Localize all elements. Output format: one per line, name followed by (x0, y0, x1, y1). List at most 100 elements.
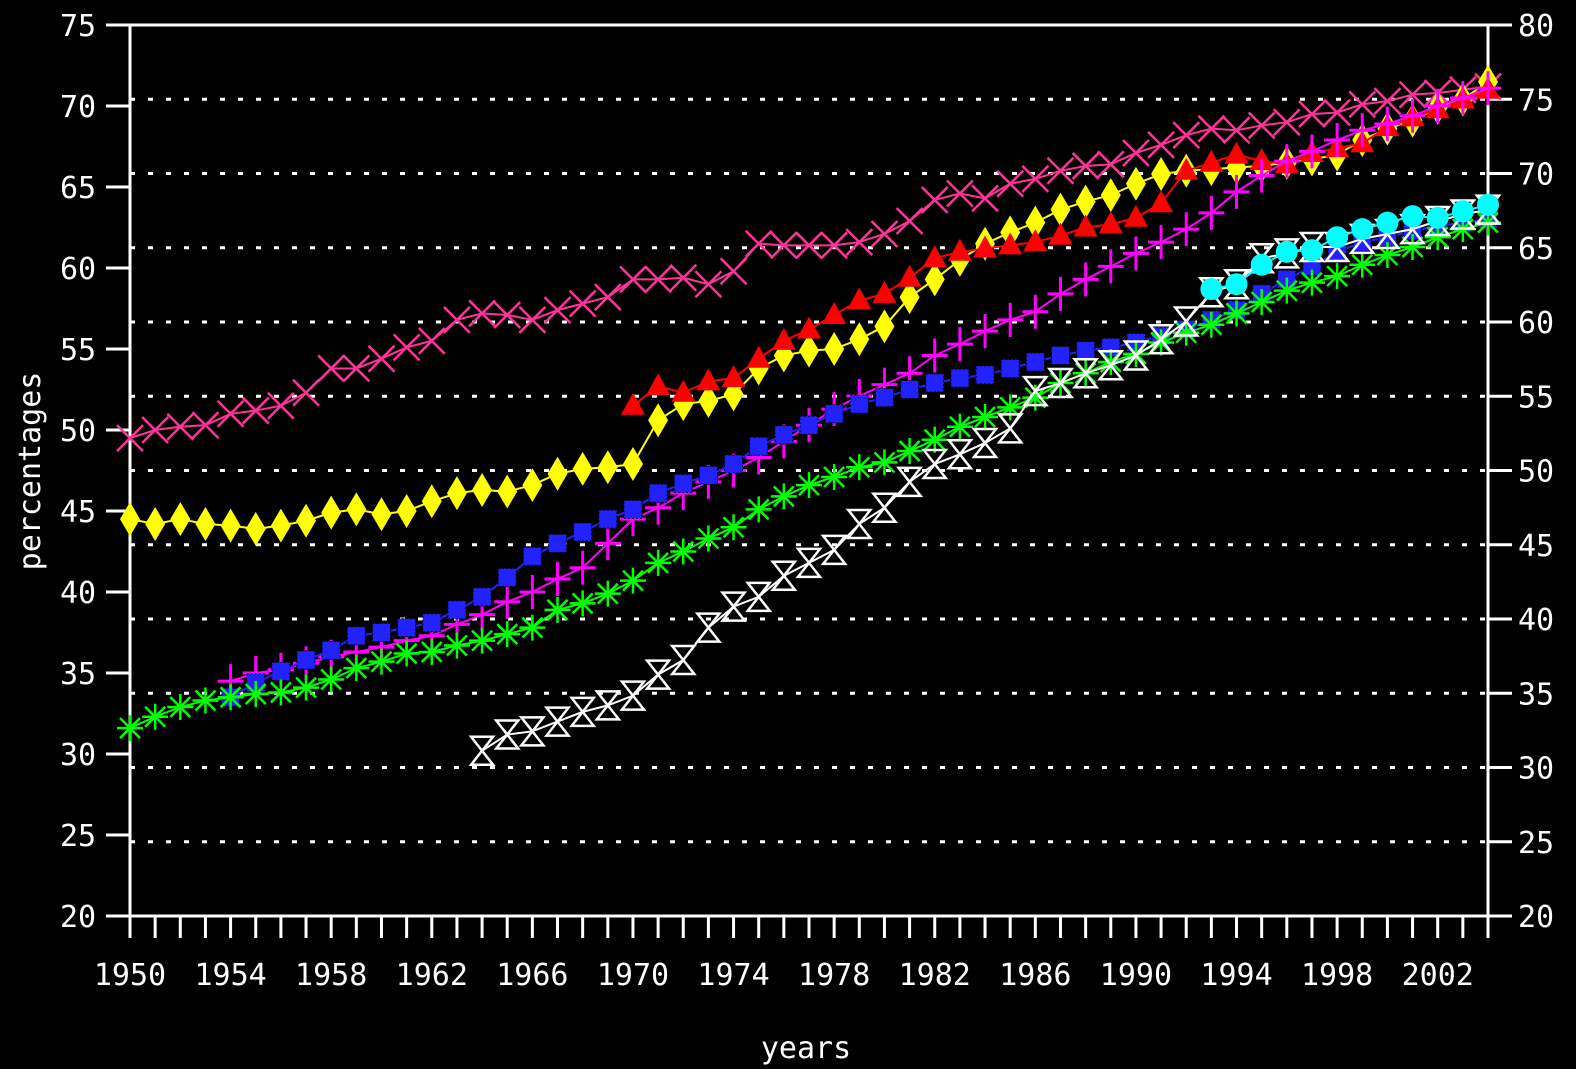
data-point (796, 472, 822, 499)
data-point (920, 186, 949, 214)
data-point (896, 466, 924, 498)
data-point (900, 380, 920, 399)
data-point (1025, 352, 1045, 372)
data-point (1199, 149, 1224, 172)
data-point (1222, 116, 1251, 145)
data-point (644, 659, 672, 690)
data-point (1046, 156, 1075, 185)
data-point (522, 468, 543, 503)
data-point (996, 413, 1024, 444)
data-point (1248, 289, 1275, 316)
y2-tick-label: 75 (1518, 83, 1554, 118)
data-point (899, 280, 920, 315)
data-point (619, 680, 647, 711)
data-point (1072, 358, 1100, 389)
data-point (1097, 349, 1125, 381)
data-point (393, 640, 420, 667)
data-point (1224, 141, 1249, 164)
y-tick-label: 40 (60, 576, 96, 611)
y2-tick-label: 65 (1518, 232, 1554, 267)
data-point (1300, 239, 1323, 262)
data-point (845, 508, 873, 540)
data-point (367, 344, 396, 373)
data-point (724, 454, 744, 474)
data-point (220, 508, 241, 543)
data-point (719, 257, 748, 286)
data-point (1248, 158, 1275, 193)
data-point (472, 472, 493, 507)
data-point (1399, 98, 1426, 133)
data-point (497, 474, 518, 509)
data-point (646, 373, 671, 396)
y-axis-title: percentages (13, 372, 48, 571)
data-point (795, 547, 823, 579)
x-tick-label: 1962 (396, 958, 468, 993)
data-point (769, 231, 798, 260)
data-point (396, 494, 417, 528)
data-point (1374, 242, 1401, 269)
data-point (925, 373, 945, 393)
data-point (241, 396, 270, 425)
data-point (1096, 150, 1125, 179)
data-point (392, 333, 421, 362)
data-point (421, 484, 442, 519)
data-point (997, 394, 1024, 421)
data-point (973, 235, 998, 258)
data-point (1247, 111, 1276, 140)
x-tick-label: 1978 (798, 958, 870, 993)
data-point (1076, 341, 1096, 361)
data-point (774, 425, 794, 445)
data-point (1072, 262, 1099, 297)
data-point (719, 591, 748, 622)
data-point (895, 207, 924, 235)
data-point (1148, 329, 1175, 356)
data-point (195, 506, 216, 541)
data-point (242, 681, 269, 708)
data-point (120, 502, 140, 537)
data-point (116, 424, 144, 452)
data-point (870, 220, 899, 248)
data-point (1275, 240, 1298, 263)
y2-tick-label: 35 (1518, 677, 1554, 712)
data-point (669, 263, 698, 292)
data-point (849, 322, 870, 357)
data-point (1173, 319, 1200, 346)
data-point (1477, 193, 1499, 216)
data-point (346, 626, 366, 646)
data-point (745, 581, 773, 613)
y2-tick-label: 55 (1518, 380, 1554, 415)
x-tick-label: 1982 (899, 958, 971, 993)
data-point (1373, 87, 1402, 116)
data-point (594, 580, 621, 607)
y-tick-label: 65 (60, 171, 96, 206)
data-point (947, 238, 972, 261)
data-point (468, 299, 496, 328)
data-point (141, 416, 170, 444)
data-point (544, 596, 571, 623)
data-point (543, 706, 572, 737)
x-tick-label: 1986 (999, 958, 1071, 993)
data-point (1025, 205, 1046, 240)
data-point (418, 638, 445, 665)
data-point (371, 623, 391, 642)
data-point (292, 378, 320, 407)
data-point (1047, 276, 1074, 311)
data-point (669, 644, 697, 676)
data-point (321, 495, 342, 530)
x-axis-title: years (761, 1031, 851, 1066)
data-point (472, 587, 492, 607)
data-point (874, 388, 894, 408)
data-point (518, 305, 547, 334)
data-point (267, 391, 295, 420)
y2-tick-label: 60 (1518, 306, 1554, 341)
data-point (1475, 71, 1501, 106)
data-point (468, 735, 496, 767)
data-point (1225, 273, 1248, 296)
y2-tick-label: 45 (1518, 529, 1554, 564)
data-point (1022, 294, 1049, 329)
data-point (1323, 98, 1351, 127)
data-point (620, 392, 645, 415)
data-point (921, 338, 948, 373)
tick-labels: 1950 1954 1958 1962 1966 1970 1974 1978 1982 1986… (60, 9, 1554, 993)
data-point (1198, 195, 1225, 230)
